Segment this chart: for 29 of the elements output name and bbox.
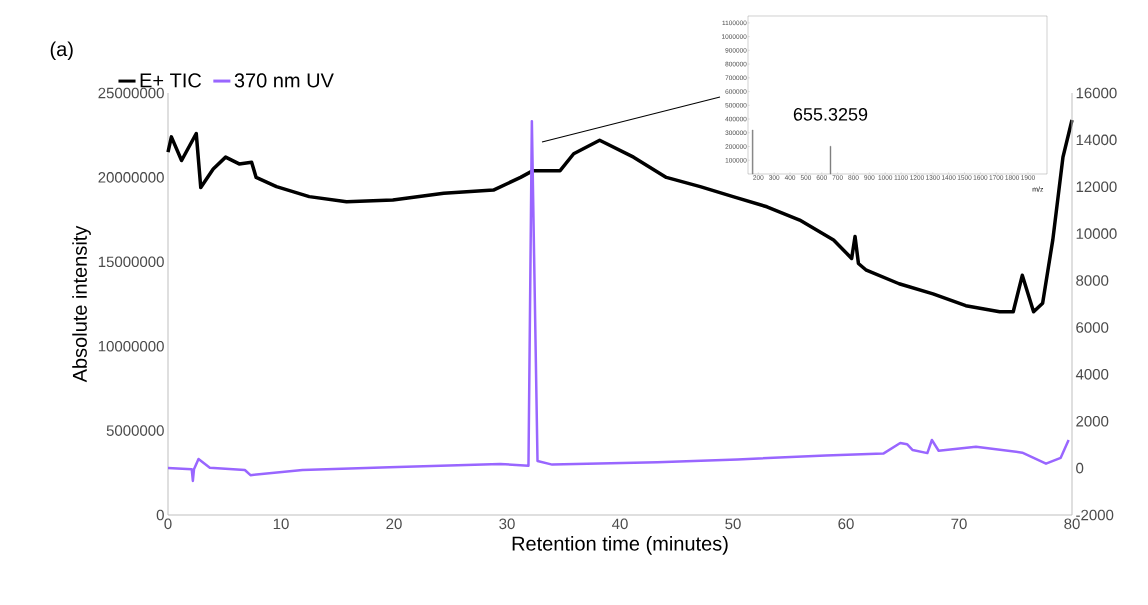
y-axis-title: Absolute intensity: [72, 225, 91, 383]
x-tick-label: 60: [838, 518, 854, 530]
y-tick-label: 20000000: [98, 172, 164, 183]
x-tick-label: 30: [499, 518, 515, 530]
x-tick-label: 70: [951, 518, 967, 530]
y-tick-label: 5000000: [106, 425, 164, 436]
y2-tick-label: 4000: [1075, 369, 1109, 380]
x-tick-label: 0: [164, 518, 172, 530]
y2-tick-label: 12000: [1076, 181, 1117, 193]
y-tick-label: 15000000: [98, 256, 164, 268]
x-axis-title: Retention time (minutes): [512, 536, 728, 555]
legend-label: 370 nm UV: [234, 73, 334, 88]
text: (a): [50, 41, 73, 61]
x-tick-label: 40: [612, 518, 628, 530]
y-tick-label: 10000000: [98, 340, 164, 352]
x-tick-label: 20: [386, 518, 402, 530]
x-tick-label: 50: [725, 518, 741, 530]
y2-tick-label: 0: [1076, 462, 1084, 474]
y2-tick-label: 8000: [1076, 275, 1109, 286]
y-tick-label: 0: [156, 509, 164, 521]
y2-tick-label: 14000: [1076, 134, 1117, 146]
x-tick-label: 10: [273, 518, 289, 530]
y2-tick-label: 10000: [1076, 228, 1117, 239]
y-tick-label: 25000000: [98, 87, 164, 99]
annotation: 655.3259: [793, 107, 868, 121]
legend-label: E+ TIC: [140, 73, 202, 88]
y2-tick-label: 6000: [1076, 322, 1109, 333]
y2-tick-label: 16000: [1076, 87, 1117, 99]
y2-tick-label: 2000: [1076, 415, 1109, 427]
